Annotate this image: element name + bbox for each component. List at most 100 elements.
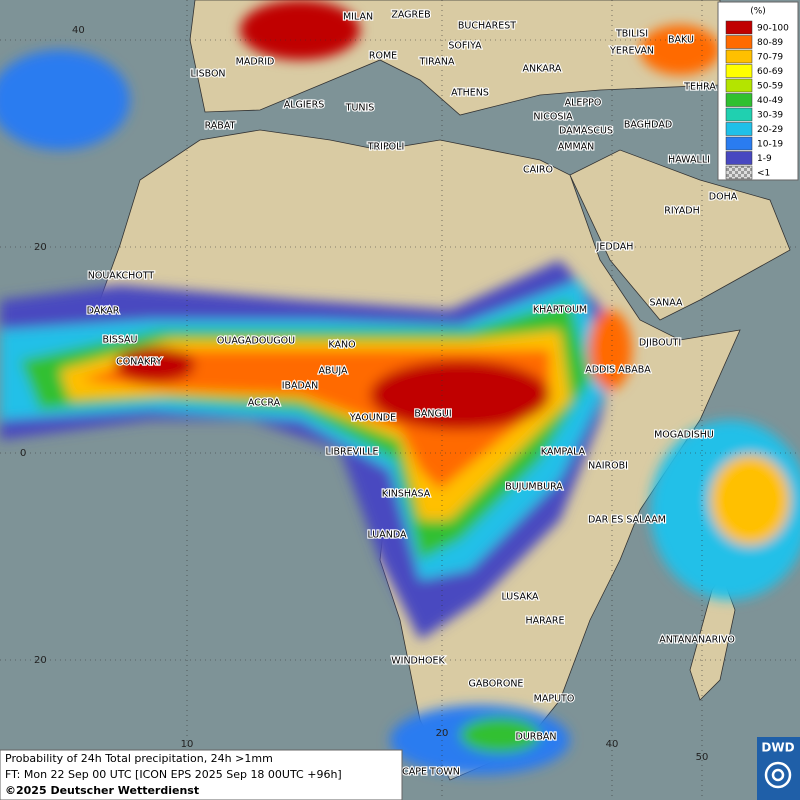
legend-items: 90-100 80-89 70-79 60-69 50-59 40-49 30-39 20-2…	[725, 20, 789, 180]
legend-label: 10-19	[757, 140, 783, 150]
city-label: ANKARA	[523, 64, 562, 75]
city-label: BAGHDAD	[624, 120, 672, 131]
footer-line: Probability of 24h Total precipitation, …	[5, 752, 273, 765]
copyright: ©2025 Deutscher Wetterdienst	[5, 784, 199, 797]
logo: DWD	[757, 737, 800, 800]
city-label: TBILISI	[615, 29, 648, 40]
city-label: ADDIS ABABA	[585, 365, 651, 376]
city-label: ACCRA	[248, 398, 281, 409]
city-label: TIRANA	[419, 57, 455, 68]
city-label: CAPE TOWN	[402, 767, 460, 778]
city-label: MADRID	[236, 57, 275, 68]
logo-text: DWD	[761, 741, 794, 755]
logo-swirl	[771, 768, 785, 782]
city-label: ALEPPO	[565, 98, 602, 109]
city-label: RIYADH	[664, 206, 699, 217]
city-label: ROME	[369, 51, 397, 62]
lat-label: 40	[72, 25, 85, 36]
city-label: BAKU	[668, 35, 694, 46]
city-label: LIBREVILLE	[325, 447, 378, 458]
city-label: ZAGREB	[391, 10, 430, 21]
city-label: YEREVAN	[609, 46, 654, 57]
legend-label: 30-39	[757, 111, 783, 121]
city-label: ABUJA	[318, 366, 348, 377]
legend-label: 60-69	[757, 67, 783, 77]
legend-swatch	[725, 64, 753, 78]
city-label: NICOSIA	[533, 112, 573, 123]
city-label: DURBAN	[516, 732, 557, 743]
city-label: NOUAKCHOTT	[88, 271, 155, 282]
city-label: DOHA	[709, 192, 738, 203]
city-label: ALGIERS	[284, 100, 325, 111]
legend-swatch	[725, 107, 753, 122]
city-label: HAWALLI	[668, 155, 710, 166]
city-label: TRIPOLI	[367, 142, 405, 153]
lat-label: 20	[34, 242, 47, 253]
legend-label: 40-49	[757, 96, 783, 106]
city-label: AMMAN	[558, 142, 595, 153]
legend-unit: (%)	[750, 7, 766, 17]
legend: (%) 90-100 80-89 70-79 60-69 50-59 40-49 30-39…	[717, 1, 799, 181]
legend-swatch	[725, 165, 753, 180]
logo-box	[757, 737, 800, 800]
city-label: BANGUI	[414, 409, 451, 420]
city-label: JEDDAH	[596, 242, 634, 253]
legend-label: 70-79	[757, 53, 783, 63]
city-label: KAMPALA	[541, 447, 586, 458]
footer-box	[0, 749, 403, 800]
city-label: DAMASCUS	[559, 126, 613, 137]
legend-swatch	[725, 78, 753, 93]
legend-swatch	[725, 136, 753, 151]
lat-label: 0	[20, 448, 26, 459]
city-label: BISSAU	[102, 335, 137, 346]
lon-label: 40	[606, 739, 619, 750]
city-label: KHARTOUM	[533, 305, 587, 316]
city-label: DAR ES SALAAM	[588, 515, 666, 526]
legend-label: 1-9	[757, 154, 772, 164]
legend-label: 90-100	[757, 24, 789, 34]
footer-line: FT: Mon 22 Sep 00 UTC [ICON EPS 2025 Sep…	[5, 768, 342, 781]
lon-label: 50	[696, 752, 709, 763]
city-label: OUAGADOUGOU	[217, 336, 295, 347]
city-label: IBADAN	[282, 381, 319, 392]
city-label: ANTANANARIVO	[659, 635, 735, 646]
lon-label: 10	[181, 739, 194, 750]
legend-swatch	[725, 20, 753, 35]
city-label: WINDHOEK	[391, 656, 445, 667]
city-label: GABORONE	[469, 679, 524, 690]
city-label: MAPUTO	[534, 694, 575, 705]
footer: Probability of 24h Total precipitation, …	[0, 749, 403, 800]
city-label: NAIROBI	[588, 461, 628, 472]
legend-label: 20-29	[757, 125, 783, 135]
city-label: TUNIS	[345, 103, 375, 114]
city-label: DJIBOUTI	[639, 338, 681, 349]
lon-label: 20	[436, 728, 449, 739]
city-label: YAOUNDE	[349, 413, 396, 424]
city-label: BUCHAREST	[458, 21, 516, 32]
city-label: DAKAR	[87, 306, 120, 317]
legend-swatch	[725, 93, 753, 107]
city-label: LUANDA	[367, 530, 407, 541]
city-label: CONAKRY	[116, 357, 162, 368]
city-label: MOGADISHU	[654, 430, 714, 441]
city-label: SOFIYA	[448, 41, 482, 52]
city-label: KANO	[328, 340, 355, 351]
lat-label: 20	[34, 655, 47, 666]
legend-label: <1	[757, 169, 770, 179]
legend-swatch	[725, 122, 753, 136]
city-label: KINSHASA	[382, 489, 431, 500]
city-label: LISBON	[190, 69, 225, 80]
city-label: RABAT	[205, 121, 236, 132]
legend-swatch	[725, 151, 753, 165]
city-label: BUJUMBURA	[505, 482, 563, 493]
city-label: HARARE	[526, 616, 565, 627]
labels: MILAN ZAGREB BUCHAREST MADRID ROME SOFIYA TIRA…	[20, 8, 739, 778]
city-label: SANAA	[649, 298, 683, 309]
legend-swatch	[725, 35, 753, 49]
city-label: LUSAKA	[501, 592, 539, 603]
city-label: CAIRO	[523, 165, 553, 176]
legend-label: 80-89	[757, 38, 783, 48]
city-label: TEHRA	[683, 82, 716, 93]
